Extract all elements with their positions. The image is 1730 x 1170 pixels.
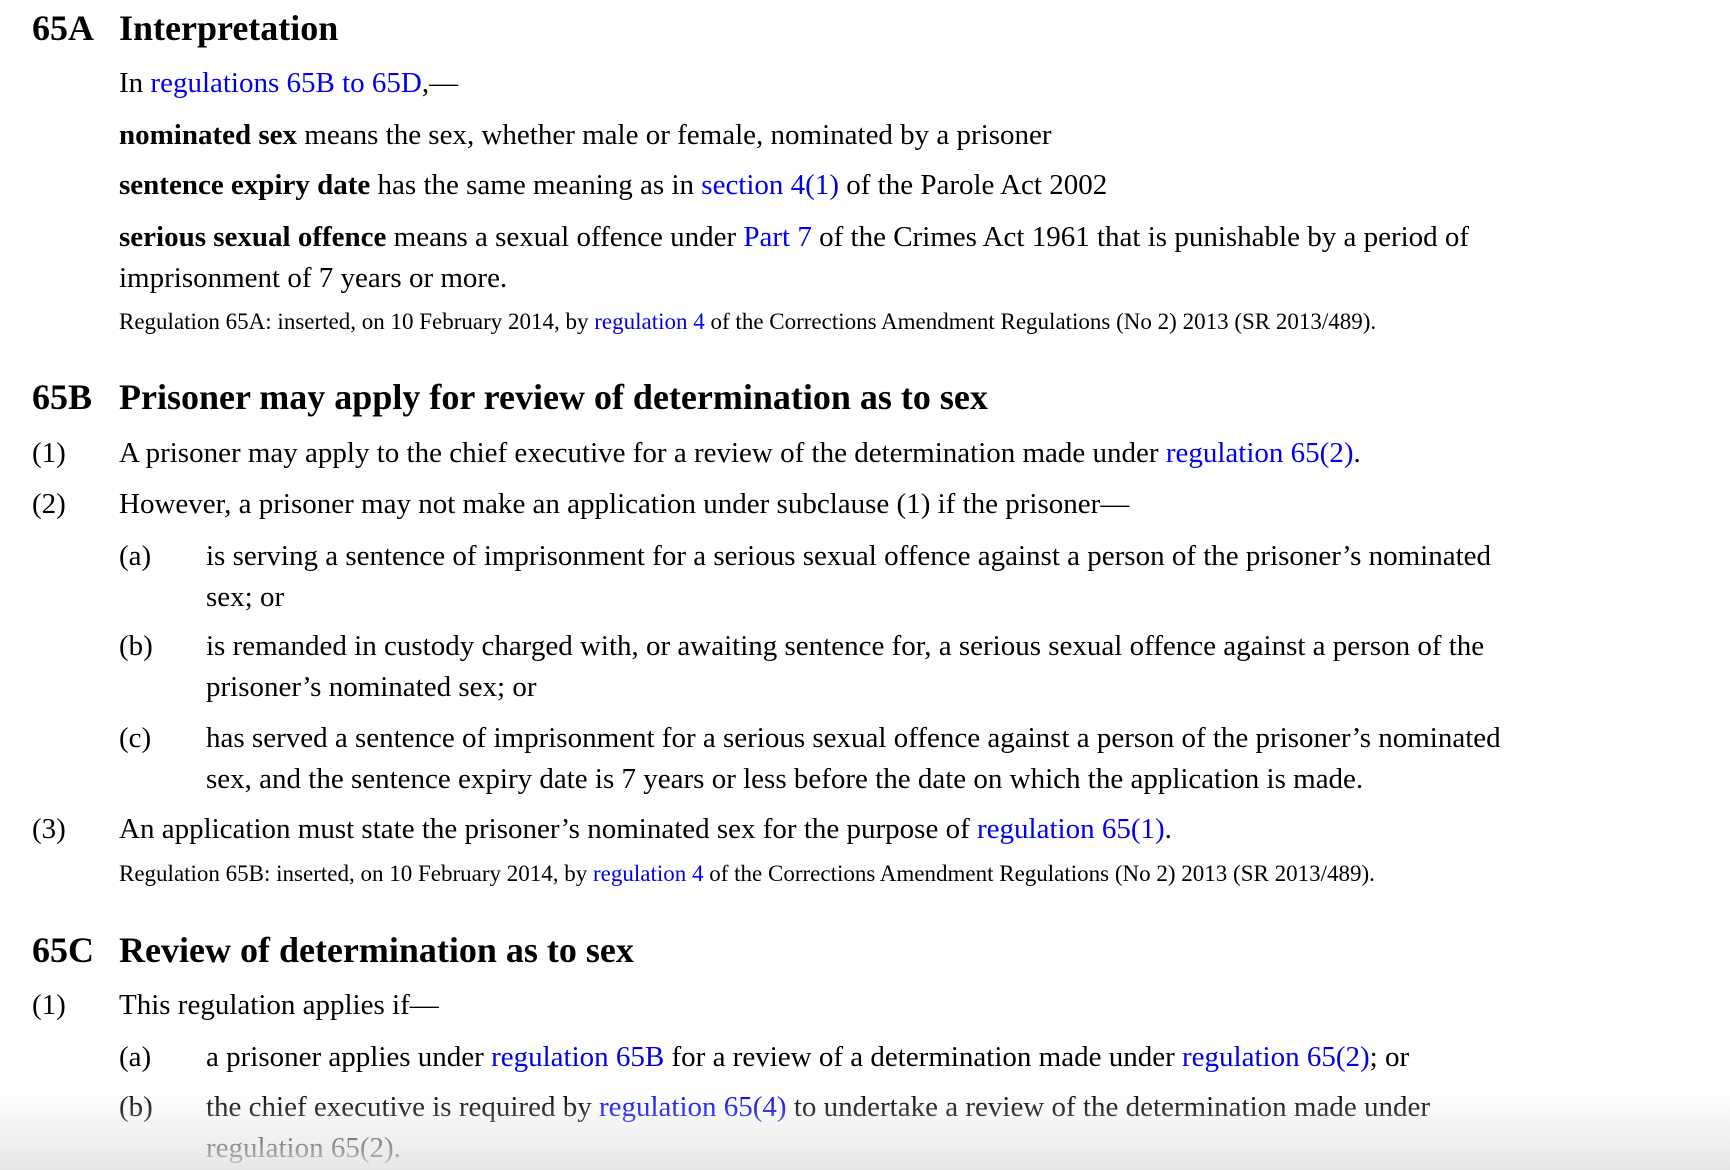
line-text: imprisonment of 7 years or more. — [119, 258, 507, 298]
text-segment: An application must state the prisoner’s… — [119, 813, 977, 845]
cross-reference-link[interactable]: regulation 65(4) — [598, 1091, 787, 1123]
line-text: nominated sex means the sex, whether mal… — [119, 115, 1052, 155]
line-text: Review of determination as to sex — [119, 927, 634, 973]
cross-reference-link[interactable]: regulation 65B — [491, 1041, 665, 1073]
provision-number: (2) — [32, 488, 66, 520]
cross-reference-link[interactable]: Part 7 — [743, 221, 812, 253]
provision-number: (3) — [32, 813, 66, 845]
line-text: In regulations 65B to 65D,— — [119, 63, 458, 103]
text-segment: of the Corrections Amendment Regulations… — [703, 861, 1375, 886]
text-segment: has the same meaning as in — [370, 169, 702, 201]
cross-reference-link[interactable]: regulations 65B to 65D — [150, 67, 422, 99]
line-text: sex; or — [206, 577, 284, 617]
text-segment: regulation 65(2). — [206, 1132, 401, 1164]
line-text: However, a prisoner may not make an appl… — [119, 484, 1129, 524]
text-segment: Prisoner may apply for review of determi… — [119, 377, 988, 417]
line-text: This regulation applies if— — [119, 985, 439, 1025]
line-text: the chief executive is required by regul… — [206, 1087, 1430, 1127]
line-text: A prisoner may apply to the chief execut… — [119, 433, 1361, 473]
cross-reference-link[interactable]: regulation 65(1) — [977, 813, 1165, 845]
cross-reference-link[interactable]: section 4(1) — [701, 169, 839, 201]
defined-term: serious sexual offence — [119, 221, 387, 253]
text-segment: A prisoner may apply to the chief execut… — [119, 437, 1166, 469]
text-segment: is remanded in custody charged with, or … — [206, 630, 1485, 662]
cross-reference-link[interactable]: regulation 65(2) — [1165, 437, 1354, 469]
text-segment: imprisonment of 7 years or more. — [119, 262, 508, 294]
provision-number: (b) — [119, 1091, 153, 1123]
provision-number: (1) — [32, 989, 66, 1021]
provision-number: 65C — [32, 930, 94, 970]
text-segment: of the Crimes Act 1961 that is punishabl… — [811, 221, 1470, 253]
text-segment: sex, and the sentence expiry date is 7 y… — [206, 763, 1364, 795]
text-segment: a prisoner applies under — [206, 1041, 492, 1073]
line-text: Regulation 65A: inserted, on 10 February… — [119, 302, 1376, 342]
line-text: is serving a sentence of imprisonment fo… — [206, 536, 1491, 576]
text-segment: of the Corrections Amendment Regulations… — [704, 309, 1377, 334]
line-text: regulation 65(2). — [206, 1128, 401, 1168]
text-segment: prisoner’s nominated sex; or — [206, 671, 537, 703]
defined-term: sentence expiry date — [119, 169, 371, 201]
line-text: sex, and the sentence expiry date is 7 y… — [206, 759, 1363, 799]
line-text: An application must state the prisoner’s… — [119, 809, 1172, 849]
text-segment: to undertake a review of the determinati… — [786, 1091, 1430, 1123]
cross-reference-link[interactable]: regulation 65(2) — [1182, 1041, 1370, 1073]
text-segment: This regulation applies if— — [119, 989, 439, 1021]
provision-number: (1) — [32, 437, 66, 469]
cross-reference-link[interactable]: regulation 4 — [593, 861, 704, 886]
provision-number: (a) — [119, 1041, 152, 1073]
text-segment: means a sexual offence under — [386, 221, 744, 253]
text-segment: is serving a sentence of imprisonment fo… — [206, 540, 1492, 572]
line-text: Regulation 65B: inserted, on 10 February… — [119, 854, 1375, 894]
line-text: serious sexual offence means a sexual of… — [119, 217, 1469, 257]
text-segment: However, a prisoner may not make an appl… — [119, 488, 1130, 520]
defined-term: nominated sex — [119, 119, 298, 151]
text-segment: Interpretation — [119, 8, 339, 48]
text-segment: sex; or — [206, 581, 285, 613]
line-text: has served a sentence of imprisonment fo… — [206, 718, 1501, 758]
provision-number: 65A — [32, 8, 94, 48]
text-segment: Review of determination as to sex — [119, 930, 634, 970]
cross-reference-link[interactable]: regulation 4 — [594, 309, 705, 334]
provision-number: 65B — [32, 377, 93, 417]
line-text: Interpretation — [119, 5, 338, 51]
text-segment: ,— — [421, 67, 459, 99]
text-segment: ; or — [1369, 1041, 1410, 1073]
text-segment: In — [119, 67, 151, 99]
line-text: a prisoner applies under regulation 65B … — [206, 1037, 1409, 1077]
text-segment: for a review of a determination made und… — [664, 1041, 1183, 1073]
text-segment: means the sex, whether male or female, n… — [297, 119, 1052, 151]
line-text: sentence expiry date has the same meanin… — [119, 165, 1107, 205]
line-text: prisoner’s nominated sex; or — [206, 667, 536, 707]
text-segment: the chief executive is required by — [206, 1091, 599, 1123]
provision-number: (c) — [119, 722, 152, 754]
text-segment: Regulation 65B: inserted, on 10 February… — [119, 861, 593, 886]
text-segment: of the Parole Act 2002 — [839, 169, 1108, 201]
text-segment: . — [1164, 813, 1172, 845]
text-segment: . — [1353, 437, 1361, 469]
line-text: is remanded in custody charged with, or … — [206, 626, 1484, 666]
line-text: Prisoner may apply for review of determi… — [119, 374, 988, 420]
text-segment: Regulation 65A: inserted, on 10 February… — [119, 309, 595, 334]
provision-number: (b) — [119, 630, 153, 662]
text-segment: has served a sentence of imprisonment fo… — [206, 722, 1501, 754]
provision-number: (a) — [119, 540, 152, 572]
